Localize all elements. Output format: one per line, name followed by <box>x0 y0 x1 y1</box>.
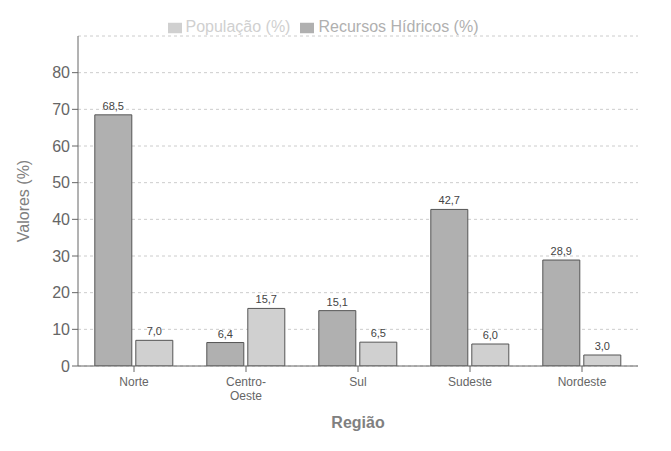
svg-text:Sul: Sul <box>349 375 366 389</box>
svg-text:Centro-Oeste: Centro-Oeste <box>226 375 266 403</box>
svg-text:42,7: 42,7 <box>439 194 460 206</box>
svg-text:Norte: Norte <box>119 375 149 389</box>
svg-text:Região: Região <box>331 414 385 431</box>
svg-text:80: 80 <box>52 64 70 81</box>
svg-text:0: 0 <box>61 358 70 375</box>
svg-text:Valores (%): Valores (%) <box>15 160 32 242</box>
svg-text:15,7: 15,7 <box>256 293 277 305</box>
html-text:População (%): População (%) <box>185 18 291 35</box>
svg-text:20: 20 <box>52 284 70 301</box>
svg-text:6,5: 6,5 <box>371 327 386 339</box>
svg-text:68,5: 68,5 <box>103 100 124 112</box>
svg-text:40: 40 <box>52 211 70 228</box>
svg-text:10: 10 <box>52 321 70 338</box>
svg-text:60: 60 <box>52 138 70 155</box>
svg-text:28,9: 28,9 <box>551 245 572 257</box>
svg-text:6,4: 6,4 <box>218 328 233 340</box>
svg-text:6,0: 6,0 <box>483 329 498 341</box>
svg-text:7,0: 7,0 <box>147 325 162 337</box>
html-text:Recursos Hídricos (%): Recursos Hídricos (%) <box>318 18 479 35</box>
svg-text:Nordeste: Nordeste <box>558 375 607 389</box>
svg-text:Sudeste: Sudeste <box>448 375 492 389</box>
svg-text:3,0: 3,0 <box>595 340 610 352</box>
svg-text:50: 50 <box>52 174 70 191</box>
svg-text:15,1: 15,1 <box>327 296 348 308</box>
svg-text:30: 30 <box>52 248 70 265</box>
svg-text:70: 70 <box>52 101 70 118</box>
